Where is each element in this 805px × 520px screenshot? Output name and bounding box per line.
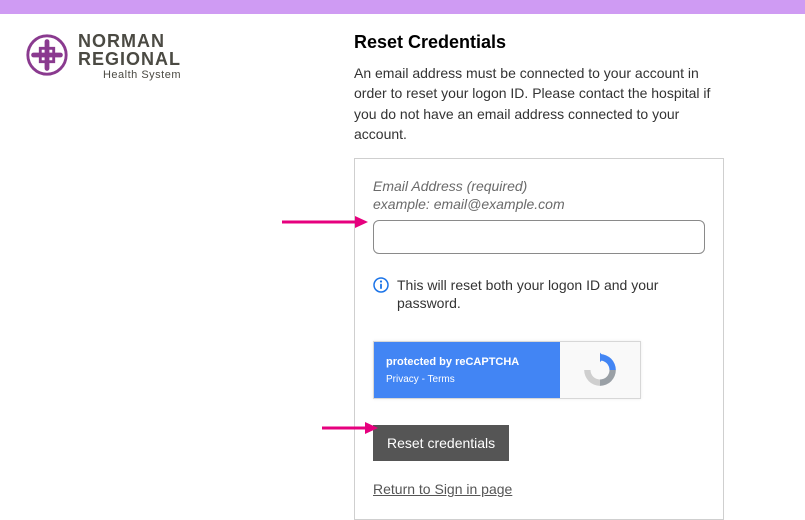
- reset-credentials-button[interactable]: Reset credentials: [373, 425, 509, 461]
- recaptcha-widget[interactable]: protected by reCAPTCHA Privacy - Terms: [373, 341, 641, 399]
- recaptcha-terms-link[interactable]: Terms: [428, 374, 455, 385]
- recaptcha-left-panel: protected by reCAPTCHA Privacy - Terms: [374, 342, 560, 398]
- logo-line1: NORMAN: [78, 32, 181, 50]
- email-label: Email Address (required) example: email@…: [373, 177, 705, 213]
- logo-text: NORMAN REGIONAL Health System: [78, 32, 181, 81]
- page-description: An email address must be connected to yo…: [354, 63, 724, 144]
- recaptcha-icon: [581, 351, 619, 389]
- email-label-line1: Email Address (required): [373, 178, 527, 194]
- page-title: Reset Credentials: [354, 32, 724, 53]
- logo: NORMAN REGIONAL Health System: [24, 32, 354, 81]
- left-column: NORMAN REGIONAL Health System: [24, 32, 354, 520]
- email-input[interactable]: [373, 220, 705, 254]
- recaptcha-right-panel: [560, 342, 640, 398]
- recaptcha-protected-label: protected by reCAPTCHA: [386, 356, 548, 368]
- info-icon: [373, 277, 389, 293]
- top-accent-bar: [0, 0, 805, 14]
- logo-subtitle: Health System: [78, 70, 181, 81]
- logo-line2: REGIONAL: [78, 50, 181, 68]
- info-row: This will reset both your logon ID and y…: [373, 276, 705, 314]
- return-signin-link[interactable]: Return to Sign in page: [373, 481, 512, 497]
- info-text: This will reset both your logon ID and y…: [397, 276, 705, 314]
- form-card: Email Address (required) example: email@…: [354, 158, 724, 520]
- recaptcha-separator: -: [419, 374, 428, 385]
- main-container: NORMAN REGIONAL Health System Reset Cred…: [0, 14, 805, 520]
- recaptcha-links: Privacy - Terms: [386, 374, 548, 385]
- logo-icon: [24, 32, 70, 78]
- email-label-line2: example: email@example.com: [373, 196, 565, 212]
- recaptcha-privacy-link[interactable]: Privacy: [386, 374, 419, 385]
- right-column: Reset Credentials An email address must …: [354, 32, 724, 520]
